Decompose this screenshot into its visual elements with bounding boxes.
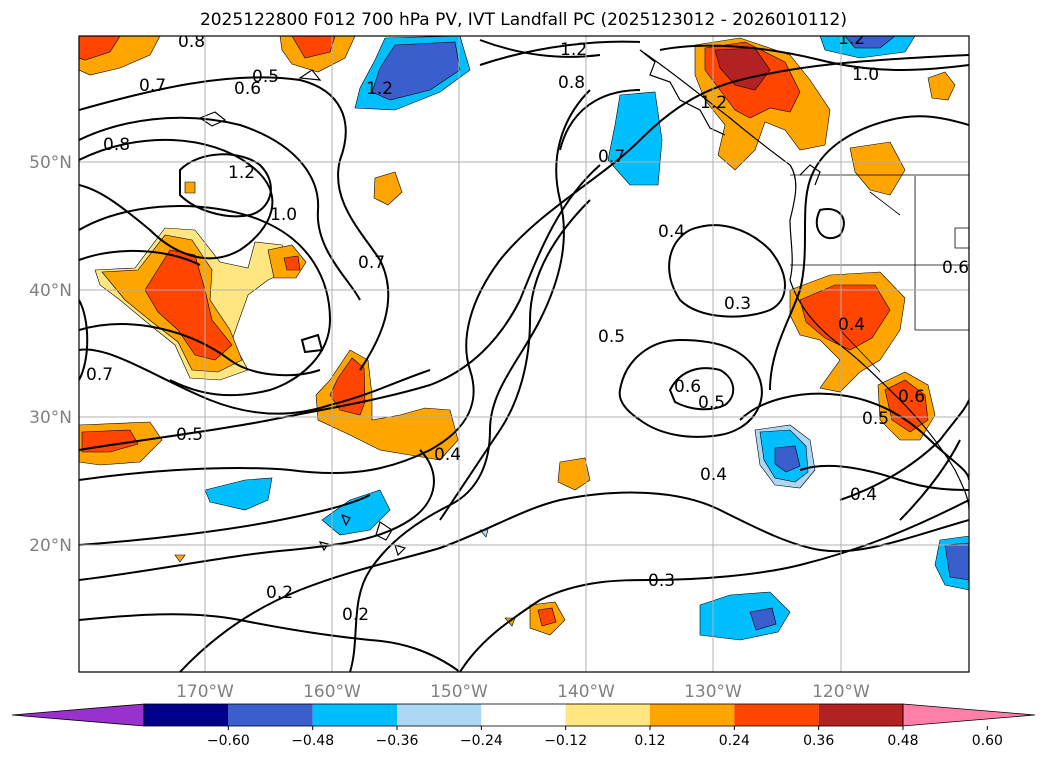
lon-label: 130°W: [684, 682, 742, 702]
colorbar-tick-label: 0.12: [634, 733, 665, 749]
map-frame: [78, 35, 970, 673]
colorbar-tick-label: −0.24: [460, 733, 503, 749]
colorbar-box: [818, 704, 903, 726]
contour-label: 0.4: [658, 222, 685, 242]
colorbar-tick-label: 0.60: [972, 733, 1003, 749]
contour-label: 1.0: [270, 205, 297, 225]
contour-label: 0.8: [558, 73, 585, 93]
colorbar-tick-label: −0.48: [291, 733, 334, 749]
colorbar: −0.60 −0.48 −0.36 −0.24 −0.12 0.12 0.24 0.36 0.4…: [11, 703, 1036, 749]
contour-label: 0.4: [838, 315, 865, 335]
gridlines: [79, 36, 969, 672]
colorbar-extend-high: [902, 703, 1036, 727]
colorbar-tick-label: −0.12: [544, 733, 587, 749]
contour-label: 0.6: [898, 387, 925, 407]
lat-label: 50°N: [29, 153, 72, 173]
lon-label: 150°W: [430, 682, 488, 702]
contour-label: 0.5: [598, 327, 625, 347]
colorbar-box: [228, 704, 313, 726]
contour-label: 0.2: [342, 605, 369, 625]
lon-label: 140°W: [557, 682, 615, 702]
colorbar-box: [650, 704, 735, 726]
colorbar-box: [481, 704, 566, 726]
contour-label: 0.6: [942, 258, 969, 278]
lat-label: 40°N: [29, 281, 72, 301]
contour-label: 0.5: [252, 67, 279, 87]
colorbar-box: [144, 704, 229, 726]
latitude-labels: 50°N 40°N 30°N 20°N: [29, 153, 72, 556]
political-borders: [790, 174, 969, 373]
colorbar-frame: [143, 703, 904, 727]
contour-label: 0.6: [234, 79, 261, 99]
contour-label: 0.5: [698, 393, 725, 413]
contour-label: 0.8: [103, 135, 130, 155]
colorbar-box: [312, 704, 397, 726]
contour-label: 1.2: [366, 79, 393, 99]
contour-label: 1.2: [228, 163, 255, 183]
colorbar-tick-label: −0.60: [207, 733, 250, 749]
colorbar-box: [565, 704, 650, 726]
contour-label: 0.7: [139, 76, 166, 96]
lat-label: 30°N: [29, 408, 72, 428]
colorbar-extend-low: [11, 703, 145, 727]
contour-label: 0.4: [700, 465, 727, 485]
contour-label: 0.5: [176, 425, 203, 445]
contour-label: 1.2: [560, 40, 587, 60]
pv-fill-patches: [79, 36, 969, 641]
contour-label: 0.3: [648, 571, 675, 591]
map-title: 2025122800 F012 700 hPa PV, IVT Landfall…: [199, 10, 847, 30]
contour-label: 0.7: [358, 253, 385, 273]
colorbar-box: [397, 704, 482, 726]
contour-label: 0.5: [862, 409, 889, 429]
contour-label: 1.0: [852, 65, 879, 85]
contour-label: 1.2: [838, 29, 865, 49]
contour-label: 0.3: [724, 294, 751, 314]
contour-label: 0.6: [674, 377, 701, 397]
colorbar-tick-label: 0.48: [887, 733, 918, 749]
colorbar-box: [734, 704, 819, 726]
lon-label: 170°W: [176, 682, 234, 702]
longitude-labels: 170°W 160°W 150°W 140°W 130°W 120°W: [176, 682, 870, 702]
colorbar-tick-label: 0.36: [803, 733, 834, 749]
contour-label: 0.4: [434, 445, 461, 465]
lat-label: 20°N: [29, 536, 72, 556]
contour-label: 0.2: [266, 583, 293, 603]
lon-label: 160°W: [303, 682, 361, 702]
lon-label: 120°W: [812, 682, 870, 702]
coastlines: [198, 49, 969, 557]
contour-label: 0.8: [178, 32, 205, 52]
colorbar-tick-label: 0.24: [719, 733, 750, 749]
contour-labels: 0.8 0.7 0.5 0.6 1.2 1.2 1.2 0.8 1.2 1.0 …: [86, 29, 969, 625]
contour-label: 0.7: [598, 147, 625, 167]
map-area: 0.8 0.7 0.5 0.6 1.2 1.2 1.2 0.8 1.2 1.0 …: [79, 29, 969, 672]
contour-label: 1.2: [700, 93, 727, 113]
pv-contours: [79, 39, 969, 672]
contour-label: 0.4: [850, 485, 877, 505]
contour-label: 0.7: [86, 365, 113, 385]
colorbar-tick-label: −0.36: [376, 733, 419, 749]
